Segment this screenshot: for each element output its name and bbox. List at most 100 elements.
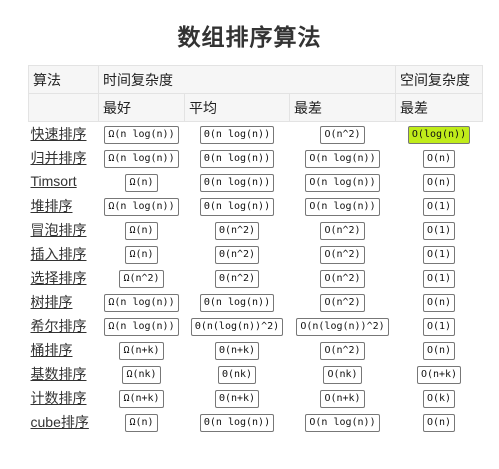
average-case-badge: Θ(n log(n))	[199, 414, 275, 432]
worst-case-badge: O(n^2)	[320, 294, 365, 312]
worst-case-badge: O(n log(n))	[305, 198, 380, 216]
space-complexity-cell: O(n)	[396, 146, 483, 170]
header-space-complexity: 空间复杂度	[395, 65, 483, 94]
worst-case-badge: O(nk)	[323, 366, 362, 384]
algorithm-cell: 快速排序	[29, 122, 99, 147]
best-case-cell: Ω(n log(n))	[99, 290, 185, 314]
best-case-badge: Ω(n log(n))	[104, 294, 179, 312]
best-case-cell: Ω(n^2)	[99, 266, 185, 290]
space-complexity-badge: O(1)	[422, 318, 456, 336]
space-complexity-badge: O(n)	[422, 342, 456, 360]
average-case-cell: Θ(n log(n))	[185, 410, 290, 434]
average-case-cell: Θ(n log(n))	[185, 122, 290, 147]
table-row: 树排序 Ω(n log(n)) Θ(n log(n)) O(n^2) O(n)	[29, 290, 483, 314]
header-space-worst: 最差	[395, 93, 483, 122]
algorithm-link[interactable]: cube排序	[30, 414, 89, 430]
header-time-complexity: 时间复杂度	[98, 65, 396, 94]
space-complexity-badge: O(1)	[422, 198, 456, 216]
algorithm-cell: 桶排序	[29, 338, 99, 362]
worst-case-cell: O(n^2)	[290, 218, 396, 242]
space-complexity-badge: O(n)	[422, 294, 456, 312]
best-case-badge: Ω(n+k)	[119, 342, 164, 360]
table-row: 堆排序 Ω(n log(n)) Θ(n log(n)) O(n log(n)) O(1)	[29, 194, 483, 218]
worst-case-cell: O(n^2)	[290, 290, 396, 314]
space-complexity-badge: O(n+k)	[416, 366, 462, 384]
best-case-cell: Ω(n)	[99, 218, 185, 242]
algorithm-cell: 堆排序	[29, 194, 99, 218]
space-complexity-cell: O(1)	[396, 266, 483, 290]
worst-case-cell: O(n^2)	[290, 122, 396, 147]
worst-case-badge: O(n(log(n))^2)	[296, 318, 389, 336]
space-complexity-cell: O(n)	[396, 170, 483, 194]
algorithm-link[interactable]: 冒泡排序	[30, 222, 87, 238]
table-row: Timsort Ω(n) Θ(n log(n)) O(n log(n)) O(n)	[29, 170, 483, 194]
average-case-badge: Θ(n log(n))	[199, 294, 275, 312]
best-case-badge: Ω(n)	[125, 222, 158, 240]
average-case-cell: Θ(n+k)	[185, 386, 290, 410]
best-case-cell: Ω(n log(n))	[99, 146, 185, 170]
worst-case-badge: O(n^2)	[320, 222, 365, 240]
average-case-badge: Θ(n^2)	[214, 222, 260, 240]
best-case-cell: Ω(n log(n))	[99, 194, 185, 218]
worst-case-cell: O(n log(n))	[290, 146, 396, 170]
space-complexity-cell: O(1)	[396, 194, 483, 218]
algorithm-cell: Timsort	[29, 170, 99, 194]
header-row-2: 最好 平均 最差 最差	[28, 93, 483, 122]
algorithm-link[interactable]: 插入排序	[30, 246, 87, 262]
algorithm-link[interactable]: 归并排序	[30, 150, 87, 166]
algorithm-cell: cube排序	[29, 410, 99, 434]
space-complexity-cell: O(n)	[396, 338, 483, 362]
space-complexity-cell: O(log(n))	[396, 122, 483, 147]
average-case-badge: Θ(n log(n))	[199, 126, 275, 144]
algorithm-link[interactable]: 桶排序	[30, 342, 73, 358]
algorithm-cell: 希尔排序	[29, 314, 99, 338]
complexity-table: 算法 时间复杂度 空间复杂度 最好 平均 最差 最差 快速排序 Ω(n log(n…	[28, 65, 483, 434]
table-row: 桶排序 Ω(n+k) Θ(n+k) O(n^2) O(n)	[29, 338, 483, 362]
best-case-badge: Ω(n^2)	[119, 270, 164, 288]
table-body: 快速排序 Ω(n log(n)) Θ(n log(n)) O(n^2) O(log(n)…	[29, 122, 483, 435]
space-complexity-cell: O(k)	[396, 386, 483, 410]
best-case-cell: Ω(n+k)	[99, 338, 185, 362]
algorithm-link[interactable]: 树排序	[30, 294, 73, 310]
best-case-badge: Ω(n)	[125, 174, 158, 192]
algorithm-link[interactable]: 希尔排序	[30, 318, 87, 334]
best-case-cell: Ω(n log(n))	[99, 122, 185, 147]
worst-case-badge: O(n^2)	[320, 270, 365, 288]
average-case-cell: Θ(n^2)	[185, 266, 290, 290]
table-row: cube排序 Ω(n) Θ(n log(n)) O(n log(n)) O(n)	[29, 410, 483, 434]
worst-case-cell: O(n^2)	[290, 242, 396, 266]
space-complexity-badge: O(k)	[422, 390, 456, 408]
algorithm-link[interactable]: Timsort	[30, 173, 77, 189]
space-complexity-badge: O(n)	[422, 414, 456, 432]
table-row: 计数排序 Ω(n+k) Θ(n+k) O(n+k) O(k)	[29, 386, 483, 410]
algorithm-cell: 归并排序	[29, 146, 99, 170]
average-case-badge: Θ(n log(n))	[199, 198, 275, 216]
average-case-cell: Θ(n^2)	[185, 218, 290, 242]
algorithm-link[interactable]: 基数排序	[30, 366, 87, 382]
algorithm-link[interactable]: 堆排序	[30, 198, 73, 214]
header-row-1: 算法 时间复杂度 空间复杂度	[28, 65, 483, 94]
worst-case-badge: O(n^2)	[320, 246, 365, 264]
best-case-cell: Ω(n log(n))	[99, 314, 185, 338]
space-complexity-badge: O(1)	[422, 270, 456, 288]
best-case-badge: Ω(n log(n))	[104, 126, 179, 144]
algorithm-link[interactable]: 选择排序	[30, 270, 87, 286]
space-complexity-cell: O(1)	[396, 314, 483, 338]
algorithm-link[interactable]: 快速排序	[30, 126, 87, 142]
average-case-cell: Θ(n+k)	[185, 338, 290, 362]
worst-case-badge: O(n^2)	[320, 342, 365, 360]
table-row: 冒泡排序 Ω(n) Θ(n^2) O(n^2) O(1)	[29, 218, 483, 242]
best-case-badge: Ω(n log(n))	[104, 318, 179, 336]
header-worst: 最差	[289, 93, 396, 122]
table-row: 快速排序 Ω(n log(n)) Θ(n log(n)) O(n^2) O(log(n)…	[29, 122, 483, 147]
average-case-cell: Θ(n log(n))	[185, 290, 290, 314]
worst-case-cell: O(n log(n))	[290, 170, 396, 194]
algorithm-link[interactable]: 计数排序	[30, 390, 87, 406]
average-case-badge: Θ(n+k)	[214, 390, 260, 408]
algorithm-cell: 插入排序	[29, 242, 99, 266]
worst-case-cell: O(n^2)	[290, 266, 396, 290]
table-row: 基数排序 Ω(nk) Θ(nk) O(nk) O(n+k)	[29, 362, 483, 386]
average-case-badge: Θ(n(log(n))^2)	[190, 318, 284, 336]
best-case-badge: Ω(n+k)	[119, 390, 164, 408]
worst-case-cell: O(n+k)	[290, 386, 396, 410]
